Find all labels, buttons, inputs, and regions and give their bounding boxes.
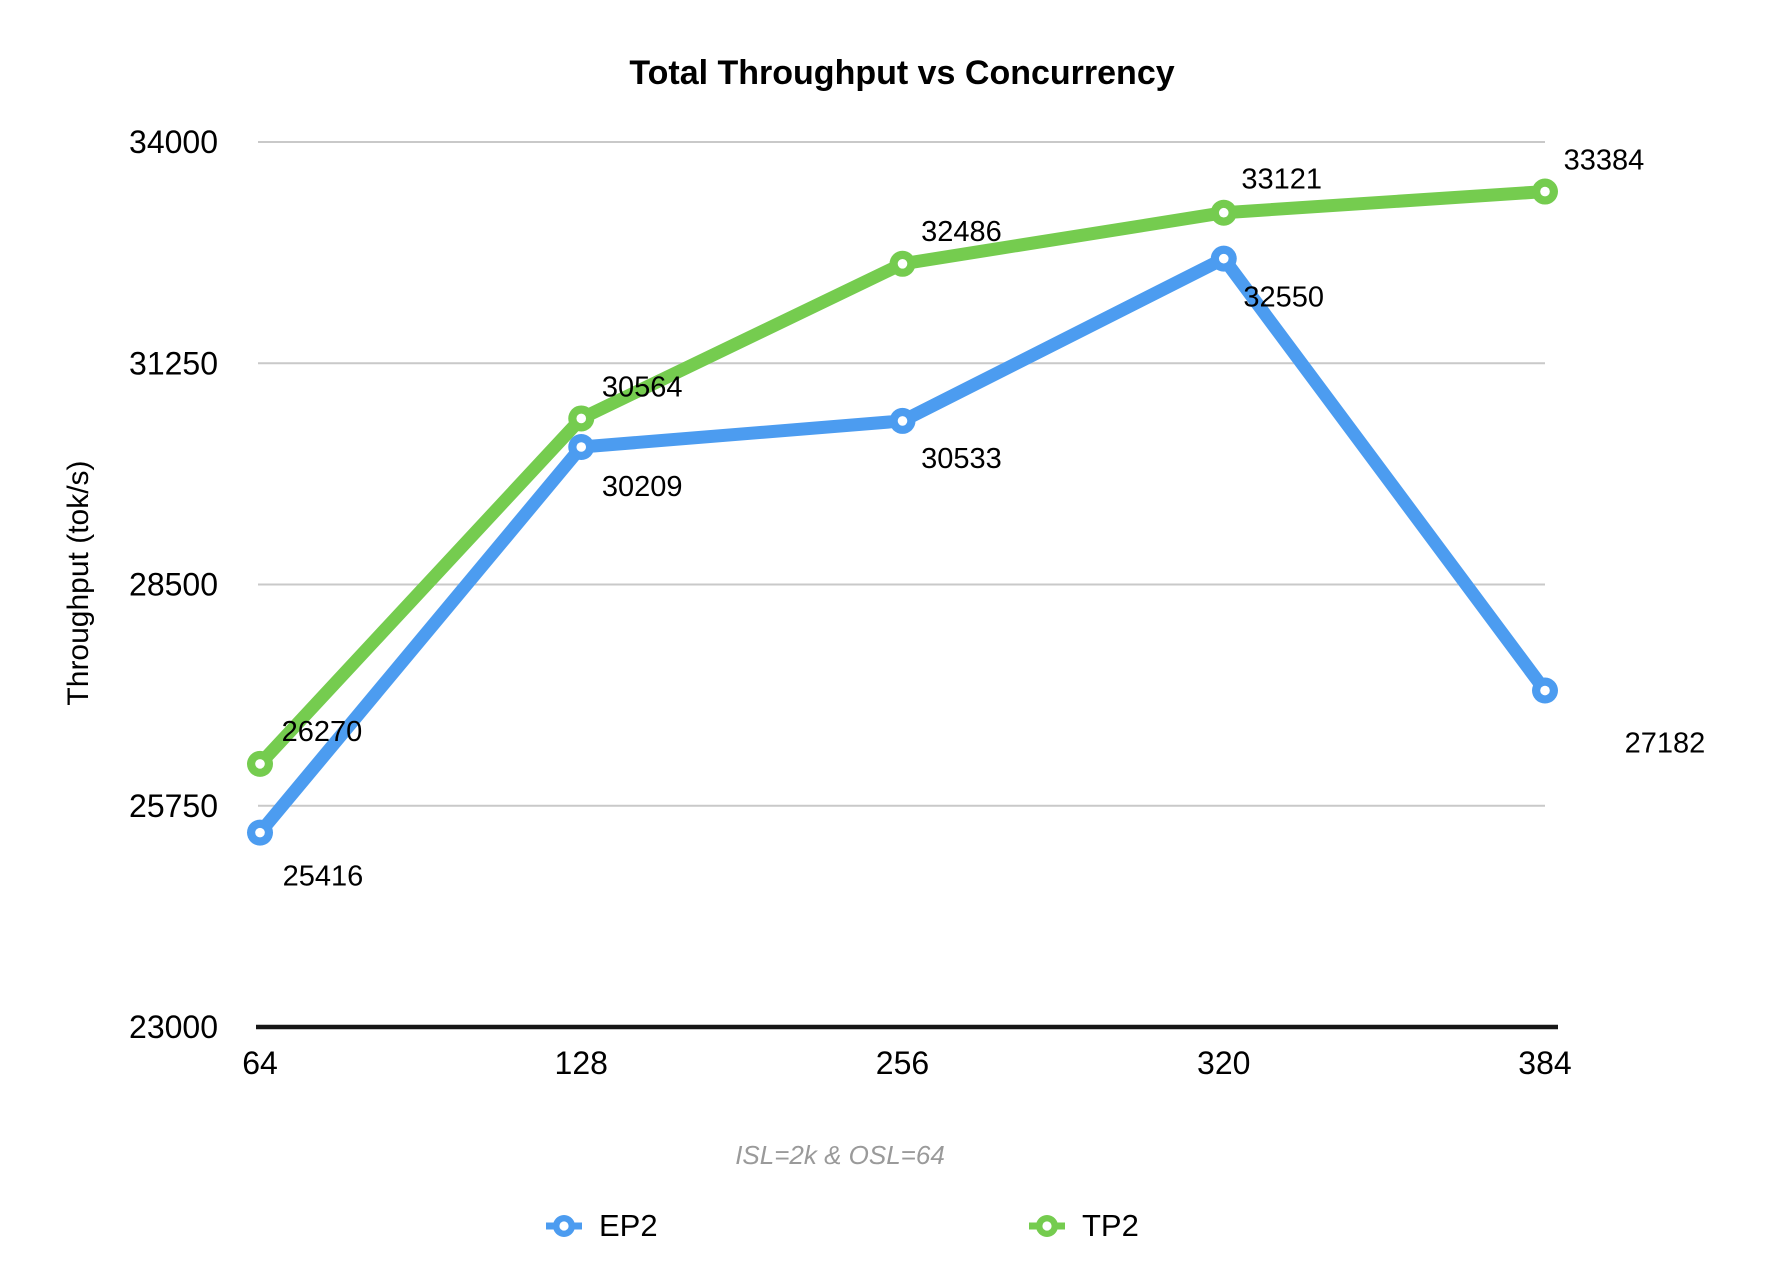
chart-title: Total Throughput vs Concurrency [629, 54, 1175, 92]
data-point-hole-tp2-320 [1218, 207, 1229, 218]
data-point-hole-ep2-64 [255, 827, 265, 838]
x-tick-label-384: 384 [1518, 1045, 1571, 1081]
y-axis-title: Throughput (tok/s) [62, 460, 95, 706]
data-point-hole-tp2-256 [897, 259, 908, 269]
y-tick-label-23000: 23000 [129, 1009, 218, 1045]
legend-marker-ep2 [546, 1215, 582, 1237]
x-tick-label-128: 128 [555, 1045, 608, 1081]
chart-subtitle: ISL=2k & OSL=64 [735, 1140, 945, 1170]
data-label-ep2-320: 32550 [1243, 282, 1324, 314]
y-tick-label-28500: 28500 [129, 567, 218, 603]
data-point-hole-tp2-384 [1540, 186, 1550, 197]
legend-label-tp2: TP2 [1082, 1208, 1139, 1243]
data-label-tp2-320: 33121 [1241, 164, 1322, 196]
data-label-ep2-384: 27182 [1625, 728, 1706, 760]
x-tick-label-64: 64 [242, 1045, 278, 1081]
data-label-tp2-256: 32486 [921, 216, 1002, 248]
data-point-hole-ep2-256 [897, 416, 908, 426]
legend-marker-tp2 [1029, 1215, 1065, 1237]
data-label-tp2-128: 30564 [602, 371, 683, 403]
x-tick-label-256: 256 [876, 1045, 929, 1081]
data-point-hole-tp2-64 [255, 759, 265, 769]
legend-label-ep2: EP2 [599, 1208, 658, 1243]
y-tick-label-34000: 34000 [129, 124, 218, 160]
series-line-tp2 [253, 185, 1552, 771]
series-line-ep2 [253, 252, 1552, 840]
legend-item-tp2[interactable]: TP2 [1025, 1208, 1139, 1244]
data-label-ep2-128: 30209 [602, 471, 683, 503]
data-point-hole-ep2-320 [1218, 253, 1229, 264]
y-tick-label-31250: 31250 [129, 345, 218, 381]
data-label-ep2-256: 30533 [921, 443, 1002, 475]
x-tick-label-320: 320 [1197, 1045, 1250, 1081]
data-point-hole-tp2-128 [576, 413, 587, 424]
data-point-hole-ep2-384 [1540, 685, 1550, 696]
data-label-ep2-64: 25416 [283, 861, 364, 893]
legend-item-ep2[interactable]: EP2 [542, 1208, 658, 1244]
y-tick-label-25750: 25750 [129, 788, 218, 824]
data-label-tp2-384: 33384 [1564, 145, 1645, 177]
data-point-hole-ep2-128 [576, 442, 587, 452]
data-label-tp2-64: 26270 [282, 716, 363, 748]
